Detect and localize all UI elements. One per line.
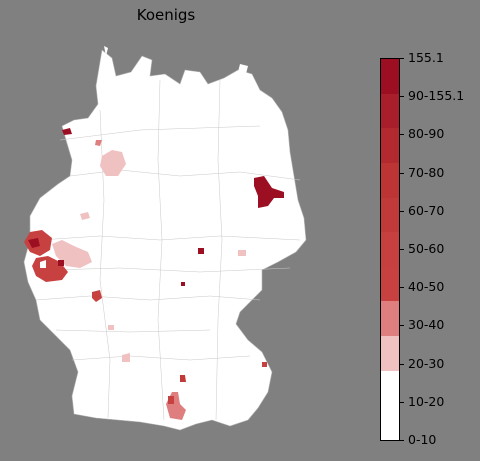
colorbar-tick (400, 210, 404, 212)
colorbar-segment (381, 197, 399, 233)
colorbar-tick (400, 401, 404, 403)
colorbar-tick-label: 30-40 (408, 317, 445, 333)
colorbar-segment (381, 335, 399, 371)
colorbar-segment (381, 58, 399, 94)
colorbar-tick-label: 0-10 (408, 432, 437, 447)
colorbar-tick (400, 172, 404, 174)
colorbar-tick (400, 287, 404, 289)
colorbar (380, 58, 400, 441)
region-heinsberg-dark (28, 238, 40, 248)
region-rhine-small-dark (58, 260, 64, 266)
colorbar-tick-label: 10-20 (408, 393, 445, 409)
colorbar-tick-label: 20-30 (408, 355, 445, 371)
region-rhine-white-hole (40, 260, 46, 268)
highlighted-regions (24, 128, 284, 420)
colorbar-tick-label: 90-155.1 (408, 88, 465, 104)
map-title: Koenigs (136, 6, 196, 24)
colorbar-segment (381, 93, 399, 129)
region-hanover-area (100, 150, 126, 176)
colorbar-segment (381, 231, 399, 267)
colorbar-tick-label: 50-60 (408, 241, 445, 256)
colorbar-tick (400, 363, 404, 365)
colorbar-segment (381, 127, 399, 163)
colorbar-tick (400, 325, 404, 327)
colorbar-tick (400, 96, 404, 98)
internal-borders (35, 79, 301, 421)
colorbar-segment (381, 370, 399, 406)
region-north-west-coast (62, 128, 72, 135)
country-outline (23, 46, 307, 431)
colorbar-tick-label: 155.1 (408, 50, 444, 65)
colorbar-segment (381, 300, 399, 337)
region-spree-area-east (254, 176, 284, 208)
colorbar-tick-label: 80-90 (408, 126, 445, 142)
region-bavaria-east-dot (262, 362, 267, 367)
island-north-1 (104, 46, 108, 56)
colorbar-tick (400, 58, 404, 59)
colorbar-tick (400, 134, 404, 136)
colorbar-segment (381, 266, 399, 302)
colorbar-tick-label: 40-50 (408, 279, 445, 295)
region-munich-dot (180, 375, 186, 382)
region-saxony-dot (238, 250, 246, 256)
colorbar-tick-label: 70-80 (408, 164, 445, 180)
region-thuringia-dot (198, 248, 204, 254)
germany-land (23, 49, 307, 431)
region-upper-bavaria-dark (168, 396, 174, 404)
region-ruhr-small (80, 212, 90, 220)
region-baden-dot (108, 325, 114, 330)
island-north-2 (238, 64, 248, 74)
region-bremen-area (95, 140, 102, 146)
region-rhineland-palatinate-dot (92, 290, 102, 302)
region-wuerttemberg-dot (122, 353, 130, 362)
region-franconia-dot (181, 282, 185, 286)
colorbar-tick (400, 440, 404, 441)
colorbar-segment (381, 404, 399, 440)
colorbar-tick (400, 249, 404, 250)
colorbar-tick-label: 60-70 (408, 202, 445, 218)
colorbar-segment (381, 162, 399, 198)
